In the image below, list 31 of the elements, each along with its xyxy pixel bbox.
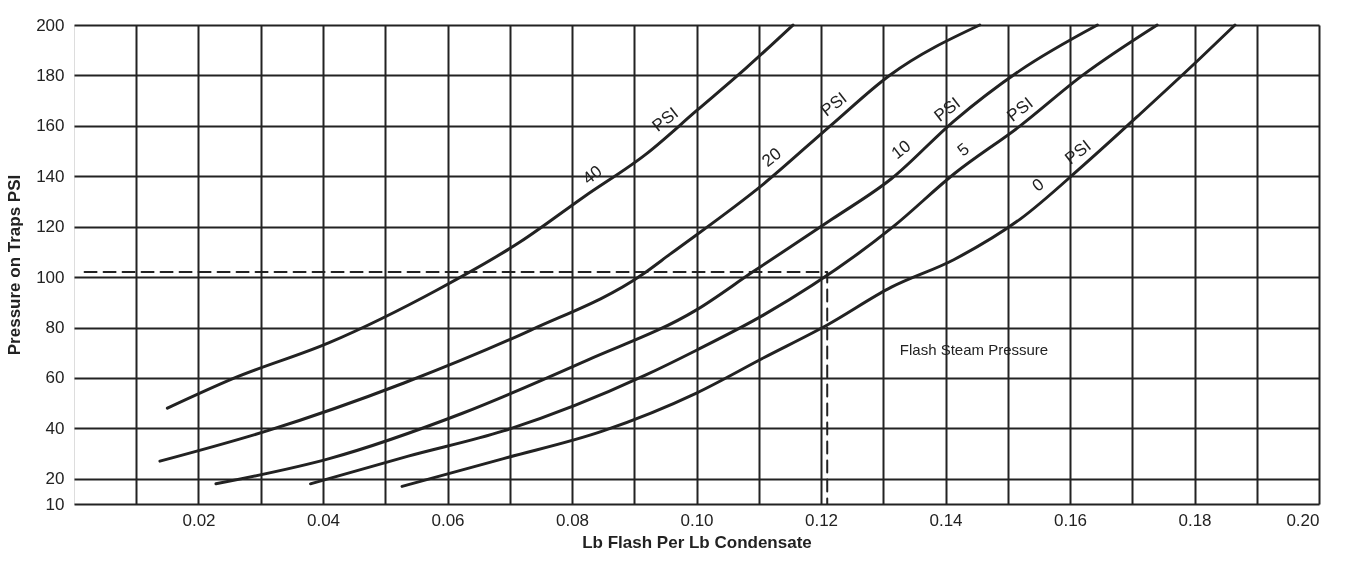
y-tick-label: 120 bbox=[36, 217, 65, 237]
annotation: PSI bbox=[930, 93, 964, 126]
annotation: PSI bbox=[648, 103, 682, 136]
y-tick-label: 180 bbox=[36, 65, 65, 85]
y-tick-label: 200 bbox=[36, 15, 65, 35]
annotation: 0 bbox=[1028, 174, 1048, 196]
y-axis-title: Pressure on Traps PSI bbox=[5, 174, 25, 356]
x-tick-label: 0.08 bbox=[555, 510, 590, 530]
annotation: PSI bbox=[817, 88, 851, 121]
x-tick-label: 0.10 bbox=[680, 510, 714, 530]
x-tick-label: 0.12 bbox=[804, 510, 839, 530]
y-tick-label: 160 bbox=[36, 116, 65, 136]
y-tick-label: 100 bbox=[36, 267, 65, 287]
y-tick-label: 60 bbox=[45, 368, 65, 388]
y-tick-label: 140 bbox=[36, 166, 65, 186]
x-tick-label: 0.04 bbox=[306, 510, 341, 530]
annotation: 10 bbox=[887, 136, 915, 164]
y-tick-label: 20 bbox=[45, 469, 65, 489]
x-tick-label: 0.18 bbox=[1178, 510, 1212, 530]
x-tick-label: 0.06 bbox=[431, 510, 465, 530]
x-tick-label: 0.20 bbox=[1286, 510, 1320, 530]
y-tick-label: 80 bbox=[45, 318, 65, 338]
x-tick-label: 0.16 bbox=[1053, 510, 1088, 530]
annotation: 20 bbox=[758, 143, 785, 171]
y-tick-label: 10 bbox=[45, 494, 65, 514]
x-tick-label: 0.02 bbox=[182, 510, 216, 530]
annotation: 5 bbox=[953, 139, 973, 161]
x-axis-title: Lb Flash Per Lb Condensate bbox=[582, 532, 812, 552]
y-tick-label: 40 bbox=[45, 418, 65, 438]
x-tick-label: 0.14 bbox=[929, 510, 963, 530]
annotation: PSI bbox=[1003, 93, 1037, 126]
